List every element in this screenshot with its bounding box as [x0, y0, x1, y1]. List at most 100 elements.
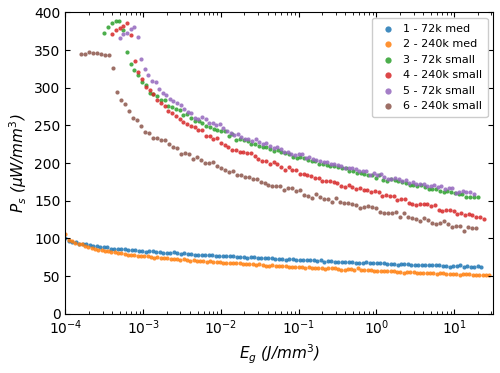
4 - 240k small — [217, 140, 225, 146]
3 - 72k small — [410, 182, 418, 188]
2 - 240k med — [137, 253, 145, 259]
2 - 240k med — [367, 267, 375, 273]
5 - 72k small — [441, 186, 449, 192]
5 - 72k small — [141, 66, 149, 72]
3 - 72k small — [440, 189, 448, 195]
1 - 72k med — [411, 262, 419, 268]
1 - 72k med — [271, 256, 279, 262]
1 - 72k med — [121, 246, 129, 252]
2 - 240k med — [350, 267, 358, 273]
2 - 240k med — [420, 270, 428, 276]
4 - 240k small — [348, 184, 356, 190]
2 - 240k med — [88, 245, 96, 251]
2 - 240k med — [258, 262, 266, 268]
4 - 240k small — [404, 200, 412, 206]
6 - 240k small — [396, 214, 404, 220]
6 - 240k small — [452, 223, 460, 229]
4 - 240k small — [194, 127, 202, 133]
4 - 240k small — [360, 188, 368, 194]
4 - 240k small — [427, 203, 435, 209]
6 - 240k small — [264, 182, 272, 188]
4 - 240k small — [247, 150, 255, 156]
5 - 72k small — [391, 175, 399, 181]
3 - 72k small — [402, 180, 410, 186]
6 - 240k small — [260, 180, 268, 186]
2 - 240k med — [196, 258, 204, 264]
5 - 72k small — [330, 161, 338, 167]
1 - 72k med — [456, 262, 464, 268]
2 - 240k med — [156, 255, 164, 261]
2 - 240k med — [304, 264, 312, 270]
3 - 72k small — [130, 67, 138, 73]
3 - 72k small — [224, 133, 232, 139]
6 - 240k small — [172, 145, 180, 151]
5 - 72k small — [162, 92, 170, 98]
5 - 72k small — [416, 181, 424, 187]
3 - 72k small — [232, 137, 240, 142]
5 - 72k small — [402, 177, 409, 183]
5 - 72k small — [262, 140, 270, 146]
2 - 240k med — [384, 269, 392, 275]
2 - 240k med — [344, 266, 352, 272]
1 - 72k med — [65, 238, 73, 244]
6 - 240k small — [440, 217, 448, 223]
2 - 240k med — [334, 266, 342, 272]
6 - 240k small — [161, 137, 169, 143]
2 - 240k med — [406, 269, 414, 275]
3 - 72k small — [383, 178, 391, 184]
5 - 72k small — [209, 120, 217, 126]
4 - 240k small — [378, 192, 386, 198]
2 - 240k med — [236, 260, 244, 266]
1 - 72k med — [174, 250, 182, 256]
4 - 240k small — [108, 31, 116, 37]
5 - 72k small — [362, 168, 370, 174]
1 - 72k med — [68, 239, 76, 245]
2 - 240k med — [380, 268, 388, 274]
2 - 240k med — [101, 248, 109, 254]
4 - 240k small — [281, 167, 289, 173]
6 - 240k small — [384, 210, 392, 216]
6 - 240k small — [240, 174, 248, 180]
1 - 72k med — [282, 257, 290, 263]
3 - 72k small — [108, 20, 116, 26]
6 - 240k small — [216, 165, 224, 171]
5 - 72k small — [158, 90, 166, 96]
4 - 240k small — [134, 69, 142, 75]
1 - 72k med — [358, 260, 366, 266]
2 - 240k med — [338, 267, 345, 273]
6 - 240k small — [308, 195, 316, 201]
2 - 240k med — [308, 264, 316, 270]
6 - 240k small — [344, 200, 352, 206]
5 - 72k small — [384, 176, 392, 182]
5 - 72k small — [226, 130, 234, 136]
3 - 72k small — [126, 62, 134, 68]
3 - 72k small — [146, 90, 154, 96]
3 - 72k small — [119, 27, 127, 33]
6 - 240k small — [304, 194, 312, 200]
2 - 240k med — [298, 264, 306, 270]
2 - 240k med — [127, 252, 135, 258]
4 - 240k small — [472, 214, 480, 220]
4 - 240k small — [394, 197, 402, 203]
3 - 72k small — [202, 123, 210, 129]
3 - 72k small — [390, 177, 398, 183]
1 - 72k med — [306, 257, 314, 263]
2 - 240k med — [255, 261, 263, 267]
3 - 72k small — [258, 144, 266, 150]
3 - 72k small — [157, 97, 165, 103]
2 - 240k med — [212, 259, 220, 265]
1 - 72k med — [299, 257, 307, 263]
2 - 240k med — [416, 270, 424, 276]
1 - 72k med — [170, 249, 178, 255]
3 - 72k small — [356, 170, 364, 176]
5 - 72k small — [116, 35, 124, 41]
2 - 240k med — [275, 263, 283, 269]
2 - 240k med — [98, 247, 106, 253]
4 - 240k small — [190, 124, 198, 130]
1 - 72k med — [250, 254, 258, 260]
5 - 72k small — [191, 115, 199, 120]
6 - 240k small — [109, 65, 117, 71]
5 - 72k small — [280, 149, 288, 155]
6 - 240k small — [316, 194, 324, 200]
4 - 240k small — [371, 188, 379, 194]
